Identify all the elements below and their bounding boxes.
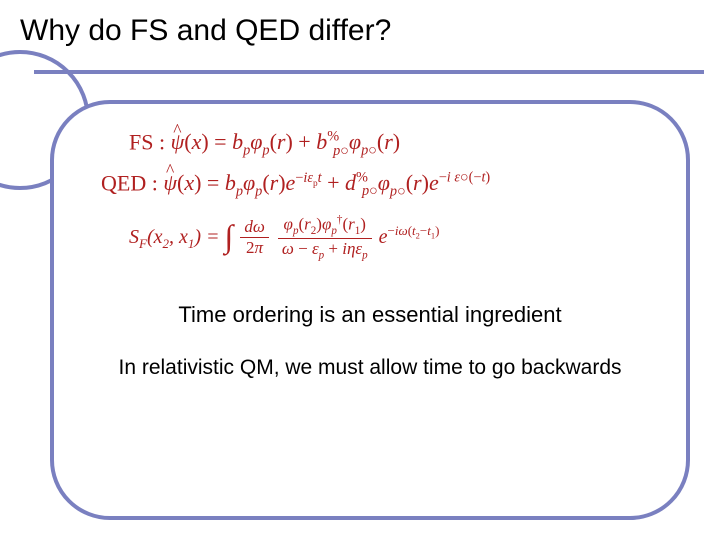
sf-lhs: SF(x2, x1) = bbox=[129, 226, 220, 248]
conclusion-line-1: Time ordering is an essential ingredient bbox=[89, 302, 651, 328]
qed-label: QED : bbox=[101, 170, 158, 195]
frac1-den: 2π bbox=[240, 238, 269, 258]
frac-phi: φp(r2)φp†(r1) ω − εp + iηεp bbox=[278, 214, 372, 262]
title-underline bbox=[34, 70, 704, 74]
qed-body: ψ(x) = bpφp(r)e−iεpt + d%p○φp○(r)e−i ε○(… bbox=[163, 170, 490, 195]
equation-propagator: SF(x2, x1) = ∫ dω 2π φp(r2)φp†(r1) ω − ε… bbox=[129, 214, 651, 262]
fs-label: FS : bbox=[129, 129, 165, 154]
sf-tail: e−iω(t2−t1) bbox=[379, 226, 440, 248]
fs-body: ψ(x) = bpφp(r) + b%p○φp○(r) bbox=[171, 129, 401, 154]
equation-fs: FS : ψ(x) = bpφp(r) + b%p○φp○(r) bbox=[129, 129, 651, 160]
frac2-num: φp(r2)φp†(r1) bbox=[278, 214, 372, 238]
content-frame: FS : ψ(x) = bpφp(r) + b%p○φp○(r) QED : ψ… bbox=[50, 100, 690, 520]
integral-symbol: ∫ bbox=[225, 226, 234, 248]
slide-title: Why do FS and QED differ? bbox=[20, 14, 720, 48]
frac-domega: dω 2π bbox=[240, 218, 269, 258]
title-bar: Why do FS and QED differ? bbox=[0, 0, 720, 90]
conclusion-block: Time ordering is an essential ingredient… bbox=[89, 302, 651, 380]
frac2-den: ω − εp + iηεp bbox=[278, 239, 372, 263]
frac1-num: dω bbox=[240, 218, 269, 238]
equation-qed: QED : ψ(x) = bpφp(r)e−iεpt + d%p○φp○(r)e… bbox=[101, 170, 651, 201]
conclusion-line-2: In relativistic QM, we must allow time t… bbox=[89, 356, 651, 380]
